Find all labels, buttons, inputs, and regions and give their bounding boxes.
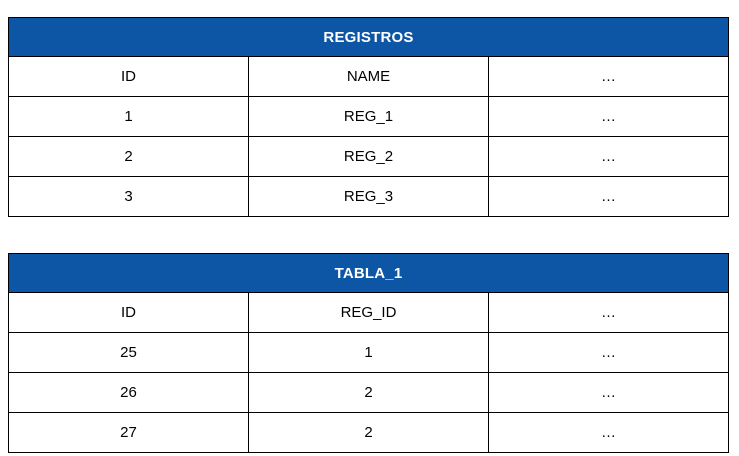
table-cell: REG_2: [248, 136, 489, 177]
table-cell: 2: [248, 372, 489, 413]
table-cell: …: [488, 176, 729, 217]
column-header: NAME: [248, 56, 489, 97]
table-row: 26 2 …: [8, 372, 729, 413]
table-cell: 1: [248, 332, 489, 373]
table-cell: 3: [8, 176, 249, 217]
table-cell: 1: [8, 96, 249, 137]
table-tabla-1: TABLA_1 ID REG_ID … 25 1 … 26 2 … 27 2: [8, 253, 729, 453]
table-title-row: TABLA_1: [8, 253, 729, 293]
table-cell: REG_3: [248, 176, 489, 217]
table-row: 27 2 …: [8, 412, 729, 453]
table-cell: 26: [8, 372, 249, 413]
column-header: ID: [8, 292, 249, 333]
table-row: 2 REG_2 …: [8, 136, 729, 177]
table-title: TABLA_1: [8, 253, 729, 293]
column-header-row: ID REG_ID …: [8, 292, 729, 333]
table-row: 1 REG_1 …: [8, 96, 729, 137]
table-cell: …: [488, 332, 729, 373]
column-header-row: ID NAME …: [8, 56, 729, 97]
table-cell: …: [488, 412, 729, 453]
table-row: 3 REG_3 …: [8, 176, 729, 217]
table-cell: 2: [8, 136, 249, 177]
column-header: ID: [8, 56, 249, 97]
table-cell: …: [488, 96, 729, 137]
table-cell: 25: [8, 332, 249, 373]
column-header: REG_ID: [248, 292, 489, 333]
table-cell: 2: [248, 412, 489, 453]
table-cell: 27: [8, 412, 249, 453]
table-title: REGISTROS: [8, 17, 729, 57]
table-cell: …: [488, 136, 729, 177]
column-header: …: [488, 292, 729, 333]
table-cell: …: [488, 372, 729, 413]
table-registros: REGISTROS ID NAME … 1 REG_1 … 2 REG_2 … …: [8, 17, 729, 217]
table-title-row: REGISTROS: [8, 17, 729, 57]
table-cell: REG_1: [248, 96, 489, 137]
column-header: …: [488, 56, 729, 97]
table-row: 25 1 …: [8, 332, 729, 373]
